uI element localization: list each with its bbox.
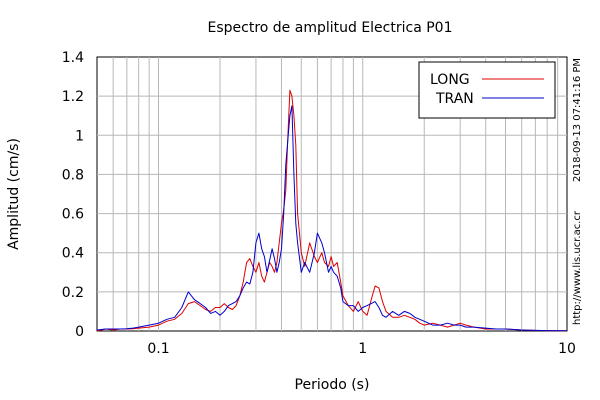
series-line-long [96,89,568,332]
legend: LONG TRAN [418,61,556,119]
y-axis-label: Amplitud (cm/s) [6,138,22,250]
y-tick-label: 0 [75,324,84,340]
source-url-label: http://www.lis.ucr.ac.cr [572,210,583,325]
series-line-tran [96,105,568,332]
y-tick-label: 0.2 [62,285,84,301]
x-tick-label: 1 [358,341,367,357]
y-tick-label: 0.8 [62,167,84,183]
legend-label-long: LONG [430,72,470,88]
tick-labels: 0.1 1 10 0 0.2 0.4 0.6 0.8 1 1.2 1.4 [62,50,576,357]
legend-box [418,61,556,119]
x-tick-label: 0.1 [147,341,169,357]
legend-label-tran: TRAN [435,91,474,107]
y-tick-label: 1.2 [62,89,84,105]
timestamp-label: 2018-09-13 07:41:16 PM [572,58,583,182]
y-tick-label: 0.4 [62,246,84,262]
x-axis-label: Periodo (s) [295,377,370,393]
series-layer [96,89,568,332]
chart-title: Espectro de amplitud Electrica P01 [208,20,453,36]
y-tick-label: 0.6 [62,207,84,223]
x-tick-label: 10 [558,341,576,357]
y-tick-label: 1.4 [62,50,84,66]
y-tick-label: 1 [75,128,84,144]
